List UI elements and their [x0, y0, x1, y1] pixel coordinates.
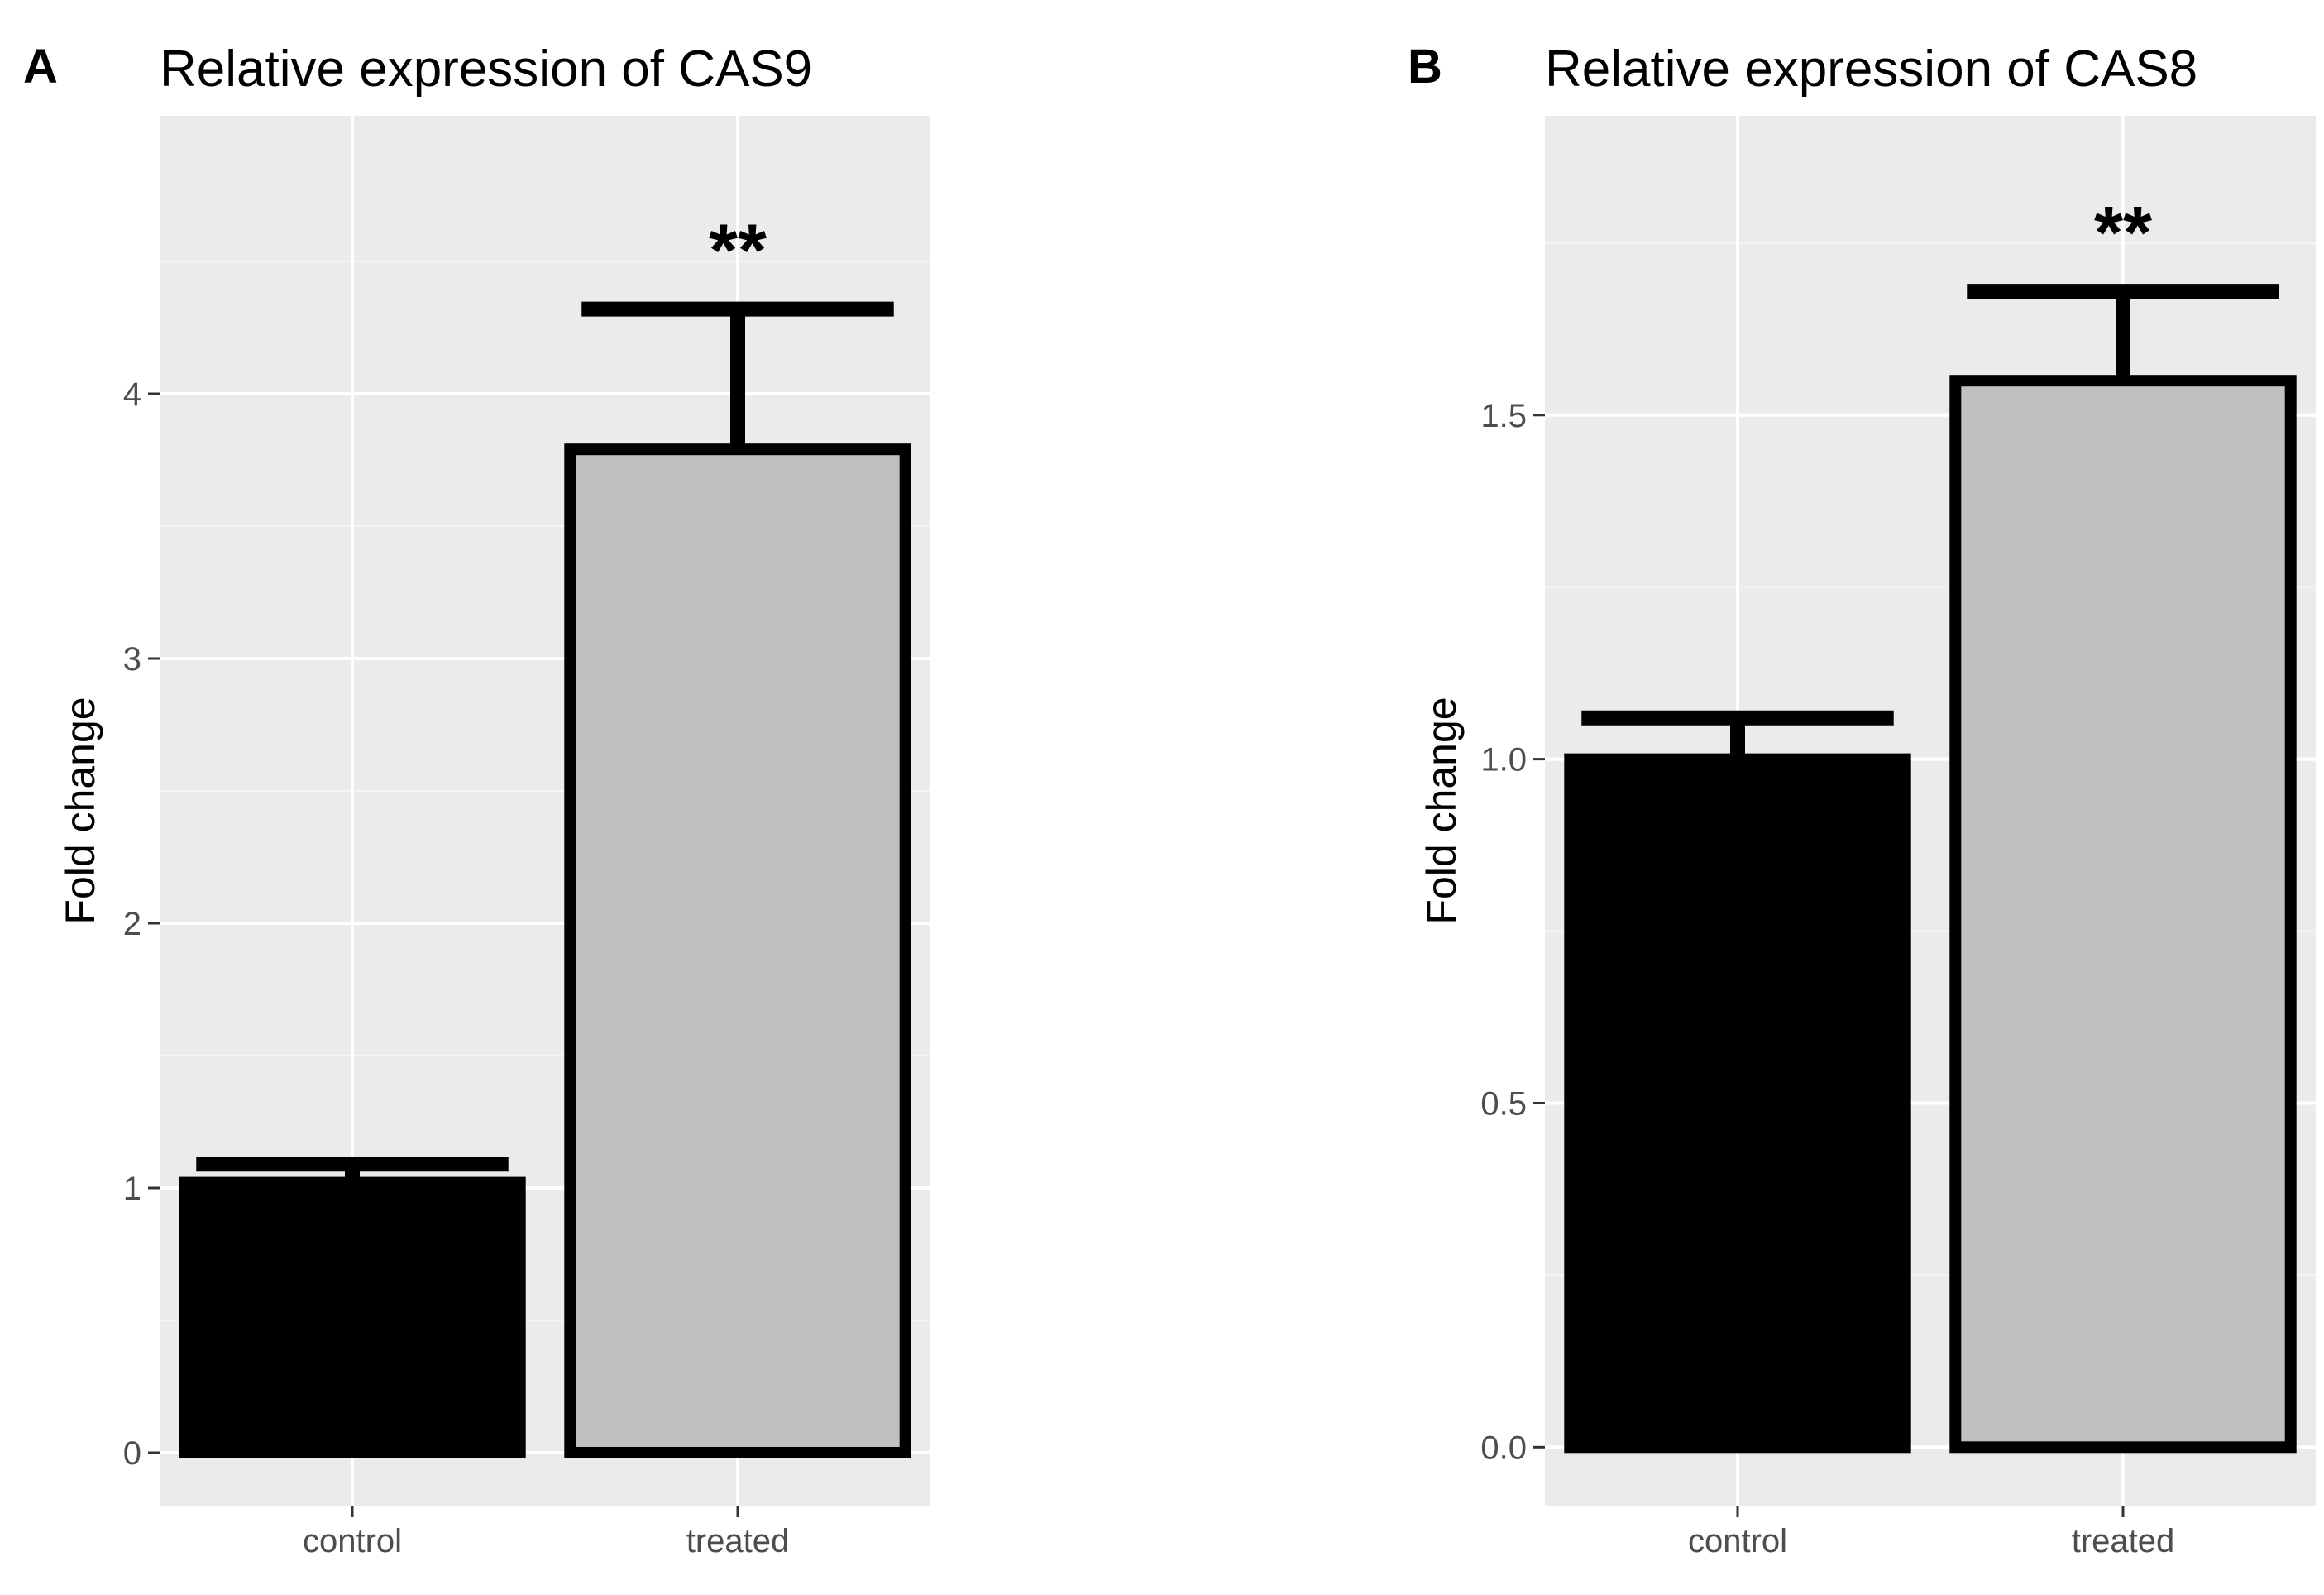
y-tick-label: 1 [123, 1171, 141, 1207]
chart-title: Relative expression of CAS9 [160, 41, 812, 98]
bar-treated [564, 443, 911, 1459]
y-tick-label: 1.5 [1480, 398, 1527, 434]
x-tick-label: treated [2072, 1523, 2175, 1559]
bars: ** [179, 210, 911, 1459]
panel-b: B Relative expression of CAS8 ** 0.0 0.5 1… [1408, 40, 2316, 1559]
x-axis-ticks: control treated [1688, 1506, 2174, 1559]
y-axis-label: Fold change [1418, 697, 1465, 924]
chart-title: Relative expression of CAS8 [1545, 41, 2197, 98]
y-tick-label: 0.5 [1480, 1085, 1527, 1122]
x-tick-label: treated [686, 1523, 790, 1559]
y-tick-label: 0 [123, 1435, 141, 1472]
x-tick-label: control [1688, 1523, 1787, 1559]
y-tick-label: 4 [123, 376, 141, 413]
y-tick-label: 0.0 [1480, 1430, 1527, 1466]
significance-label: ** [709, 210, 767, 293]
y-tick-label: 2 [123, 906, 141, 942]
x-tick-label: control [303, 1523, 402, 1559]
bar-control [1564, 753, 1911, 1454]
panel-label: A [23, 40, 58, 93]
y-tick-label: 1.0 [1480, 742, 1527, 778]
significance-label: ** [2094, 192, 2152, 275]
y-axis-label: Fold change [57, 697, 103, 924]
y-tick-label: 3 [123, 641, 141, 678]
y-axis-ticks: 0.0 0.5 1.0 1.5 [1480, 398, 1545, 1466]
bars: ** [1564, 192, 2297, 1454]
panel-a: A Relative expression of CAS9 ** 0 1 2 3 4 c… [23, 40, 930, 1559]
bar-control [179, 1176, 526, 1458]
y-axis-ticks: 0 1 2 3 4 [123, 376, 160, 1472]
panel-label: B [1408, 40, 1442, 93]
x-axis-ticks: control treated [303, 1506, 789, 1559]
bar-treated [1949, 375, 2297, 1454]
